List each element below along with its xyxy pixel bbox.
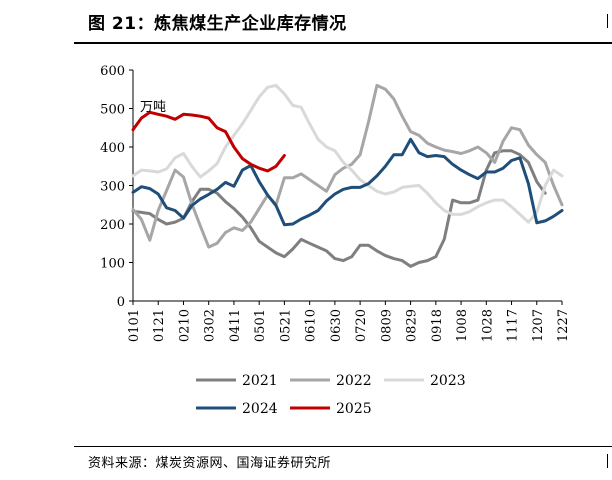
x-tick-label: 1028 bbox=[480, 309, 495, 342]
x-tick-label: 0720 bbox=[354, 309, 369, 342]
x-tick-label: 0829 bbox=[405, 309, 420, 342]
source-divider bbox=[74, 446, 612, 447]
series-layer bbox=[131, 83, 564, 268]
y-tick-label: 200 bbox=[100, 218, 125, 233]
legend-label-2025: 2025 bbox=[336, 401, 372, 417]
y-tick-label: 600 bbox=[100, 64, 125, 79]
x-tick-label: 0210 bbox=[177, 309, 192, 342]
y-tick-label: 100 bbox=[100, 257, 125, 272]
series-line-2025 bbox=[131, 110, 286, 173]
x-tick-label: 0411 bbox=[228, 309, 243, 342]
series-line-2024 bbox=[131, 137, 564, 227]
x-tick-label: 0101 bbox=[127, 309, 142, 342]
chart-legend: 2021 2022 2023 2024 2025 bbox=[196, 373, 466, 417]
unit-label: 万吨 bbox=[140, 100, 166, 115]
line-chart: 0 100 200 300 400 500 600 0101 0121 0210 0302 0411 0… bbox=[100, 64, 571, 417]
page-corner-mark bbox=[607, 14, 612, 28]
x-tick-label: 0501 bbox=[253, 309, 268, 342]
chart-axes: 0 100 200 300 400 500 600 0101 0121 0210 0302 0411 0… bbox=[100, 64, 571, 342]
y-tick-label: 0 bbox=[117, 295, 125, 310]
y-tick-label: 300 bbox=[100, 180, 125, 195]
x-tick-label: 0302 bbox=[203, 309, 218, 342]
x-tick-label: 1207 bbox=[531, 309, 546, 342]
source-note: 资料来源：煤炭资源网、国海证券研究所 bbox=[88, 456, 332, 471]
x-tick-label: 0918 bbox=[430, 309, 445, 342]
x-tick-label: 0121 bbox=[152, 309, 167, 342]
series-line-2023 bbox=[131, 83, 564, 224]
y-tick-label: 500 bbox=[100, 103, 125, 118]
legend-label-2023: 2023 bbox=[430, 373, 466, 389]
y-tick-label: 400 bbox=[100, 141, 125, 156]
legend-label-2022: 2022 bbox=[336, 373, 372, 389]
x-tick-label: 1008 bbox=[455, 309, 470, 342]
x-tick-label: 0610 bbox=[304, 309, 319, 342]
legend-label-2021: 2021 bbox=[242, 373, 278, 389]
series-line-2021 bbox=[131, 149, 547, 268]
page-corner-mark-bottom bbox=[607, 454, 612, 468]
chart-title: 图 21：炼焦煤生产企业库存情况 bbox=[88, 14, 347, 34]
x-tick-label: 0630 bbox=[329, 309, 344, 342]
title-divider bbox=[74, 42, 612, 44]
legend-label-2024: 2024 bbox=[242, 401, 278, 417]
x-tick-label: 0809 bbox=[379, 309, 394, 342]
x-tick-label: 0521 bbox=[278, 309, 293, 342]
x-tick-label: 1227 bbox=[556, 309, 571, 342]
x-tick-label: 1117 bbox=[506, 309, 521, 342]
